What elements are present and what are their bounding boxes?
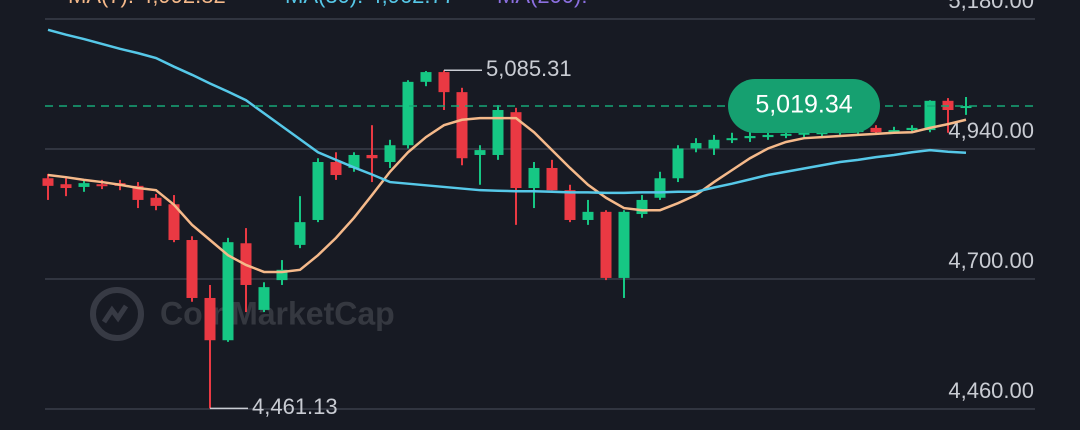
candle-body: [474, 150, 486, 155]
watermark-logo: [90, 287, 144, 341]
candle-body: [366, 154, 378, 159]
watermark: CoinMarketCap: [160, 295, 395, 331]
candle-body: [402, 81, 414, 146]
candle-body: [672, 148, 684, 179]
candle-body: [780, 133, 792, 136]
candle-body: [924, 100, 936, 131]
candle-body: [708, 139, 720, 149]
candle-body: [186, 240, 198, 298]
candle-body: [870, 127, 882, 133]
candle-body: [690, 143, 702, 149]
legend-entry: MA(7): 4,992.82: [68, 0, 226, 8]
candle-body: [60, 184, 72, 189]
y-tick-label: 5,180.00: [948, 0, 1034, 13]
candle-body: [132, 185, 144, 200]
candle-body: [744, 136, 756, 139]
candle-body: [960, 106, 972, 109]
candle-body: [276, 269, 288, 281]
candle-body: [582, 211, 594, 220]
candle-body: [78, 183, 90, 187]
candle-body: [438, 72, 450, 93]
candle-body: [42, 178, 54, 186]
candle-body: [636, 199, 648, 215]
annotation-label: 5,085.31: [486, 56, 572, 81]
candle-body: [96, 184, 108, 187]
y-tick-label: 4,460.00: [948, 378, 1034, 403]
candle-body: [492, 110, 504, 155]
candle-body: [330, 162, 342, 176]
candle-body: [510, 112, 522, 189]
candle-body: [564, 190, 576, 220]
candle-body: [528, 167, 540, 189]
legend-entry: MA(30): 4,962.77: [285, 0, 455, 8]
ma-line: [47, 116, 967, 274]
candle-body: [294, 222, 306, 245]
candle-body: [384, 145, 396, 163]
candle-body: [222, 242, 234, 341]
candle-body: [150, 197, 162, 206]
candle-body: [654, 178, 666, 198]
y-tick-label: 4,700.00: [948, 248, 1034, 273]
candle-body: [798, 132, 810, 135]
candle-body: [546, 167, 558, 191]
last-price-badge: [728, 79, 880, 134]
legend-entry: MA(200):: [497, 0, 587, 8]
annotation-label: 4,461.13: [252, 394, 338, 419]
candle-body: [204, 297, 216, 341]
candle-body: [348, 154, 360, 168]
candle-body: [456, 92, 468, 159]
candle-body: [762, 134, 774, 138]
candle-body: [906, 127, 918, 131]
y-tick-label: 4,940.00: [948, 118, 1034, 143]
candle-body: [888, 130, 900, 133]
candle-body: [618, 211, 630, 278]
candle-body: [258, 287, 270, 310]
ma-line: [47, 28, 967, 195]
candle-body: [312, 162, 324, 220]
candle-body: [816, 132, 828, 135]
candle-body: [726, 138, 738, 141]
candle-body: [600, 211, 612, 278]
candle-body: [420, 72, 432, 82]
candle-body: [168, 204, 180, 241]
last-price-label: 5,019.34: [755, 91, 852, 119]
